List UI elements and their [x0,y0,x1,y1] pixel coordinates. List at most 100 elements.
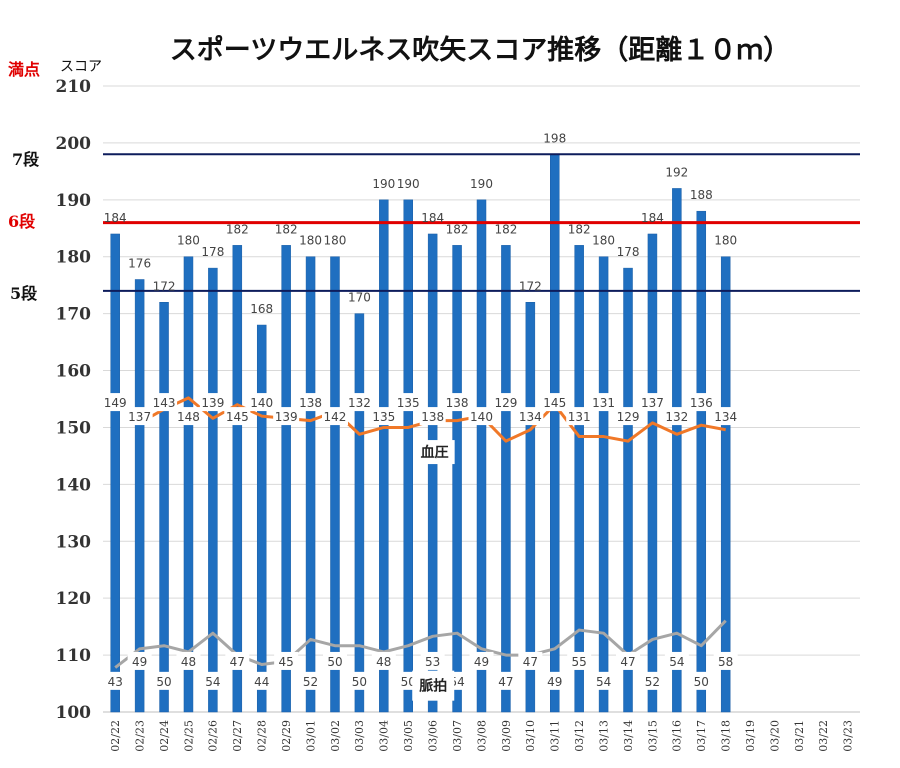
score-bar [623,267,633,713]
blood-pressure-label-bg [346,393,373,412]
pulse-label-bg [469,651,494,670]
level-7-label: 7段 [12,150,40,169]
y-axis-label: スコア [60,59,102,75]
y-tick-label: 150 [56,418,92,438]
x-tick-label: 03/12 [573,720,586,752]
bar-value-label: 182 [494,222,517,236]
pulse-label: 54 [596,675,611,689]
x-tick-label: 03/08 [475,720,488,752]
pulse-label-bg [200,671,225,690]
score-bar [183,256,194,713]
blood-pressure-label-bg [224,407,251,426]
bar-value-label: 180 [714,234,737,248]
score-bar [281,245,291,713]
y-tick-label: 180 [56,248,92,268]
x-tick-label: 03/02 [329,720,342,752]
pulse-label: 50 [327,655,342,669]
blood-pressure-label: 132 [665,410,688,424]
pulse-label-bg [152,671,177,690]
pulse-label-bg [567,651,592,670]
pulse-series-label: 脈拍 [419,678,447,695]
x-tick-label: 03/07 [451,720,464,752]
x-tick-label: 03/15 [646,720,659,752]
x-tick-label: 03/23 [842,720,855,752]
pulse-label-bg [103,671,128,690]
x-tick-label: 03/05 [402,720,415,752]
x-tick-label: 03/16 [671,720,684,752]
bar-value-label: 190 [470,177,493,191]
blood-pressure-label: 139 [275,410,298,424]
pulse-label: 50 [694,675,709,689]
blood-pressure-label-bg [517,407,544,426]
x-tick-label: 03/18 [720,720,733,752]
blood-pressure-label: 136 [690,396,713,410]
x-tick-label: 03/03 [353,720,366,752]
x-tick-label: 03/13 [597,720,610,752]
pulse-label-bg [713,651,738,670]
y-tick-label: 210 [56,77,92,97]
pulse-label: 54 [669,655,684,669]
pulse-label-bg [127,651,152,670]
score-bar [208,267,218,713]
score-bar [525,302,536,713]
x-tick-label: 02/23 [133,720,146,752]
score-bar [501,245,511,713]
score-bar [379,199,389,713]
pulse-label-bg [689,671,714,690]
pulse-label-bg [493,671,518,690]
pulse-label: 54 [205,675,220,689]
blood-pressure-label: 138 [421,410,444,424]
score-bar [672,188,682,713]
score-bar [354,313,365,713]
bar-value-label: 184 [421,211,444,225]
blood-pressure-label-bg [126,407,153,426]
blood-pressure-label: 138 [299,396,322,410]
y-tick-label: 120 [56,589,92,609]
pulse-label: 52 [645,675,660,689]
y-tick-label: 160 [56,362,92,382]
blood-pressure-label: 140 [250,396,273,410]
bar-value-label: 184 [104,211,127,225]
y-tick-label: 200 [56,134,92,154]
bar-value-label: 190 [397,177,420,191]
blood-pressure-label: 140 [470,410,493,424]
pulse-label-bg [640,671,665,690]
blood-pressure-label-bg [590,393,617,412]
pulse-label: 50 [352,675,367,689]
blood-pressure-label: 132 [348,396,371,410]
pulse-label: 53 [425,655,440,669]
pulse-label: 48 [376,655,391,669]
pulse-label-bg [616,651,641,670]
x-tick-label: 03/10 [524,720,537,752]
pulse-label-bg [542,671,567,690]
blood-pressure-label: 137 [641,396,664,410]
blood-pressure-label-bg [151,393,178,412]
blood-pressure-label-bg [541,393,568,412]
bar-value-label: 168 [250,302,273,316]
x-tick-label: 03/20 [768,720,781,752]
y-tick-label: 170 [56,305,92,325]
score-bar [403,199,413,713]
pulse-label-bg [591,671,616,690]
x-tick-label: 03/04 [378,720,391,752]
x-tick-label: 02/26 [207,720,220,752]
pulse-label: 52 [303,675,318,689]
blood-pressure-label: 145 [226,410,249,424]
bar-value-label: 182 [226,222,249,236]
perfect-score-label: 満点 [8,60,41,79]
pulse-label-bg [298,671,323,690]
bar-value-label: 172 [153,279,176,293]
level-5-label: 5段 [10,284,38,303]
score-bar [476,199,487,713]
x-tick-label: 03/22 [817,720,830,752]
x-tick-label: 02/24 [158,720,171,752]
blood-pressure-label: 137 [128,410,151,424]
pulse-label-bg [322,651,347,670]
blood-pressure-label-bg [688,393,715,412]
pulse-label: 44 [254,675,269,689]
x-tick-label: 02/25 [182,720,195,752]
score-bar [696,210,707,713]
score-bar [232,245,243,713]
blood-pressure-label-bg [248,393,275,412]
pulse-label-bg [274,651,299,670]
